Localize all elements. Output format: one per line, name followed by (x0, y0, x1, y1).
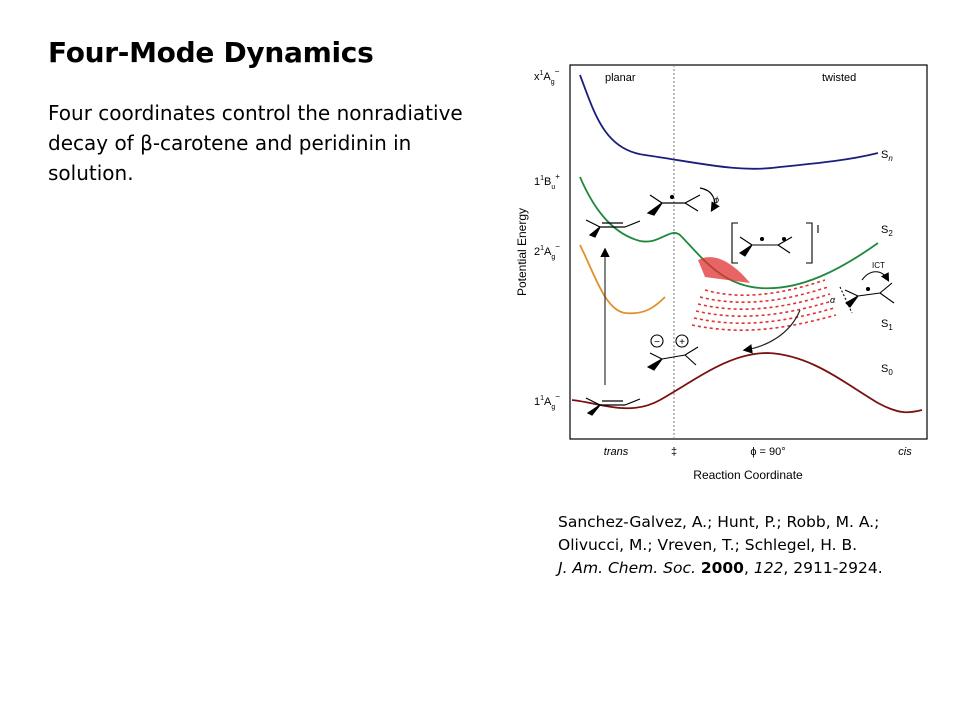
s2-curve (579, 176, 879, 290)
curve-label-s0: S0 (881, 363, 893, 377)
y-axis-label: Potential Energy (515, 208, 529, 296)
x-tick-cis: cis (898, 446, 912, 458)
decay-arrow (742, 309, 801, 354)
x-tick-transition: ‡ (671, 446, 677, 458)
citation-journal-line: J. Am. Chem. Soc. 2000, 122, 2911-2924. (558, 559, 883, 577)
svg-text:11Bu+: 11Bu+ (534, 172, 560, 191)
citation-authors-line2: Olivucci, M.; Vreven, T.; Schlegel, H. B… (558, 536, 858, 554)
plus-charge: + (679, 337, 685, 348)
citation-journal: J. Am. Chem. Soc. (558, 559, 696, 577)
wavepacket-blob (698, 257, 750, 283)
svg-text:11Ag−: 11Ag− (534, 392, 560, 411)
citation-pages: , 2911-2924. (783, 559, 883, 577)
citation-authors-line1: Sanchez-Galvez, A.; Hunt, P.; Robb, M. A… (558, 513, 880, 531)
state-label-1Bu: 11Bu+ (534, 172, 560, 191)
curve-label-s1: S1 (881, 318, 893, 332)
alpha-label: α (830, 295, 836, 305)
citation-year: 2000 (700, 559, 744, 577)
x-tick-phi90: ϕ = 90° (750, 446, 785, 458)
curve-label-s2: S2 (881, 224, 893, 238)
diagram-svg: planar twisted Potential Energy x1Ag− 11… (515, 64, 928, 482)
citation: Sanchez-Galvez, A.; Hunt, P.; Robb, M. A… (558, 511, 938, 580)
citation-volume: 122 (753, 559, 784, 577)
molecule-ict (839, 271, 895, 314)
svg-text:21Ag−: 21Ag− (534, 242, 560, 261)
slide-title: Four-Mode Dynamics (48, 36, 374, 69)
s0-curve (571, 352, 923, 414)
plot-frame (569, 64, 928, 440)
region-label-planar: planar (605, 72, 636, 84)
sn-curve (579, 74, 879, 170)
slide-subtitle: Four coordinates control the nonradiativ… (48, 101, 463, 185)
potential-energy-diagram: planar twisted Potential Energy x1Ag− 11… (500, 55, 940, 500)
minus-charge: − (654, 337, 660, 348)
x-axis-label: Reaction Coordinate (693, 468, 803, 482)
state-label-1Ag: 11Ag− (534, 392, 560, 411)
svg-text:x1Ag−: x1Ag− (534, 67, 560, 86)
state-label-2Ag: 21Ag− (534, 242, 560, 261)
ict-label: ICT (872, 261, 885, 270)
curve-label-sn: Sn (881, 149, 893, 163)
phi-label: ϕ (714, 195, 719, 205)
molecule-trans-ground (585, 397, 641, 416)
molecule-twisted-top (646, 187, 720, 216)
s1-2ag-curve (579, 244, 666, 315)
x-tick-trans: trans (604, 446, 629, 458)
vibrational-levels (691, 279, 837, 331)
state-label-xAg: x1Ag− (534, 67, 560, 86)
region-label-twisted: twisted (822, 72, 856, 84)
molecule-trans-excited (585, 219, 641, 238)
molecule-bracket (731, 222, 819, 264)
molecule-zwitterion (646, 334, 699, 371)
